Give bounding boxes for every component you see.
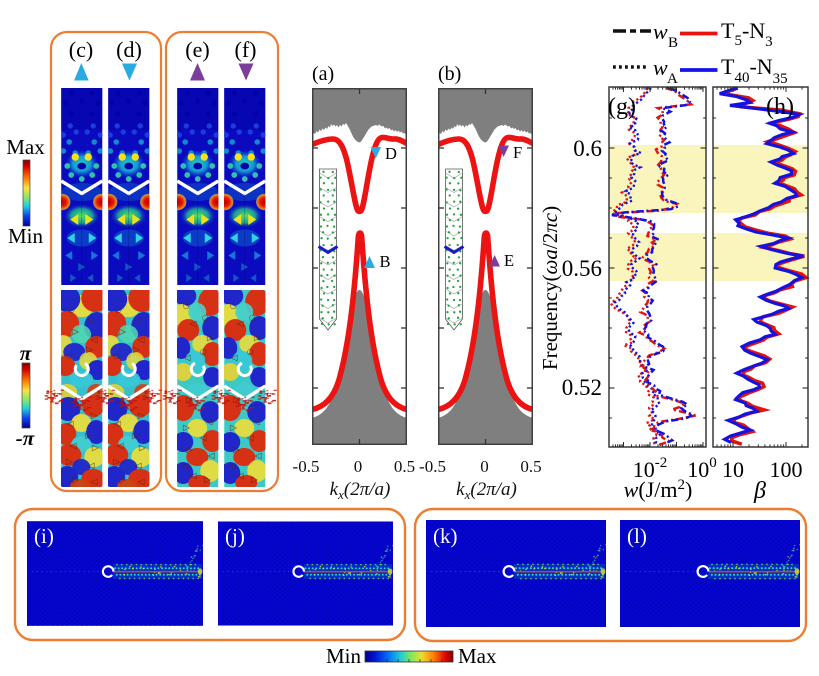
svg-text:0.5: 0.5 (394, 457, 415, 476)
svg-text:0.6: 0.6 (573, 136, 602, 161)
svg-text:B: B (380, 252, 391, 271)
svg-text:0: 0 (480, 457, 489, 476)
svg-text:0: 0 (354, 457, 363, 476)
svg-text:(c): (c) (69, 37, 93, 62)
svg-text:Frequency(ωa/2πc): Frequency(ωa/2πc) (538, 206, 562, 370)
svg-text:(j): (j) (225, 524, 245, 548)
svg-text:(e): (e) (185, 37, 209, 62)
svg-text:(a): (a) (312, 63, 334, 85)
svg-text:100: 100 (770, 457, 803, 482)
svg-text:(d): (d) (116, 37, 142, 62)
svg-text:0.52: 0.52 (562, 375, 602, 400)
svg-text:10: 10 (722, 457, 744, 482)
svg-text:β: β (753, 478, 766, 504)
svg-text:F: F (513, 143, 522, 162)
svg-text:A: A (667, 71, 678, 87)
svg-text:Max: Max (458, 644, 497, 668)
svg-text:T5-N3: T5-N3 (721, 18, 773, 50)
svg-text:-0.5: -0.5 (293, 457, 320, 476)
svg-text:(f): (f) (235, 37, 257, 62)
svg-text:Min: Min (326, 644, 362, 668)
svg-text:-π: -π (16, 426, 35, 450)
svg-text:kx(2π/a): kx(2π/a) (456, 479, 517, 502)
svg-text:Max: Max (6, 135, 45, 159)
svg-text:kx(2π/a): kx(2π/a) (330, 479, 391, 502)
svg-text:0.5: 0.5 (520, 457, 541, 476)
svg-text:Min: Min (8, 224, 44, 248)
svg-text:(k): (k) (433, 524, 458, 548)
svg-text:(b): (b) (438, 63, 461, 85)
svg-text:w: w (653, 55, 668, 80)
svg-text:(h): (h) (766, 94, 794, 120)
svg-text:π: π (20, 341, 32, 365)
svg-text:T40-N35: T40-N35 (721, 54, 788, 87)
svg-text:D: D (385, 144, 397, 163)
svg-text:B: B (668, 35, 678, 51)
svg-text:(i): (i) (34, 524, 54, 548)
svg-text:w(J/m2): w(J/m2) (624, 477, 693, 502)
svg-text:0.56: 0.56 (562, 256, 602, 281)
svg-text:(g): (g) (608, 94, 636, 120)
svg-text:E: E (504, 251, 514, 270)
svg-text:-0.5: -0.5 (419, 457, 446, 476)
svg-text:(l): (l) (627, 524, 647, 548)
svg-text:w: w (653, 19, 668, 44)
